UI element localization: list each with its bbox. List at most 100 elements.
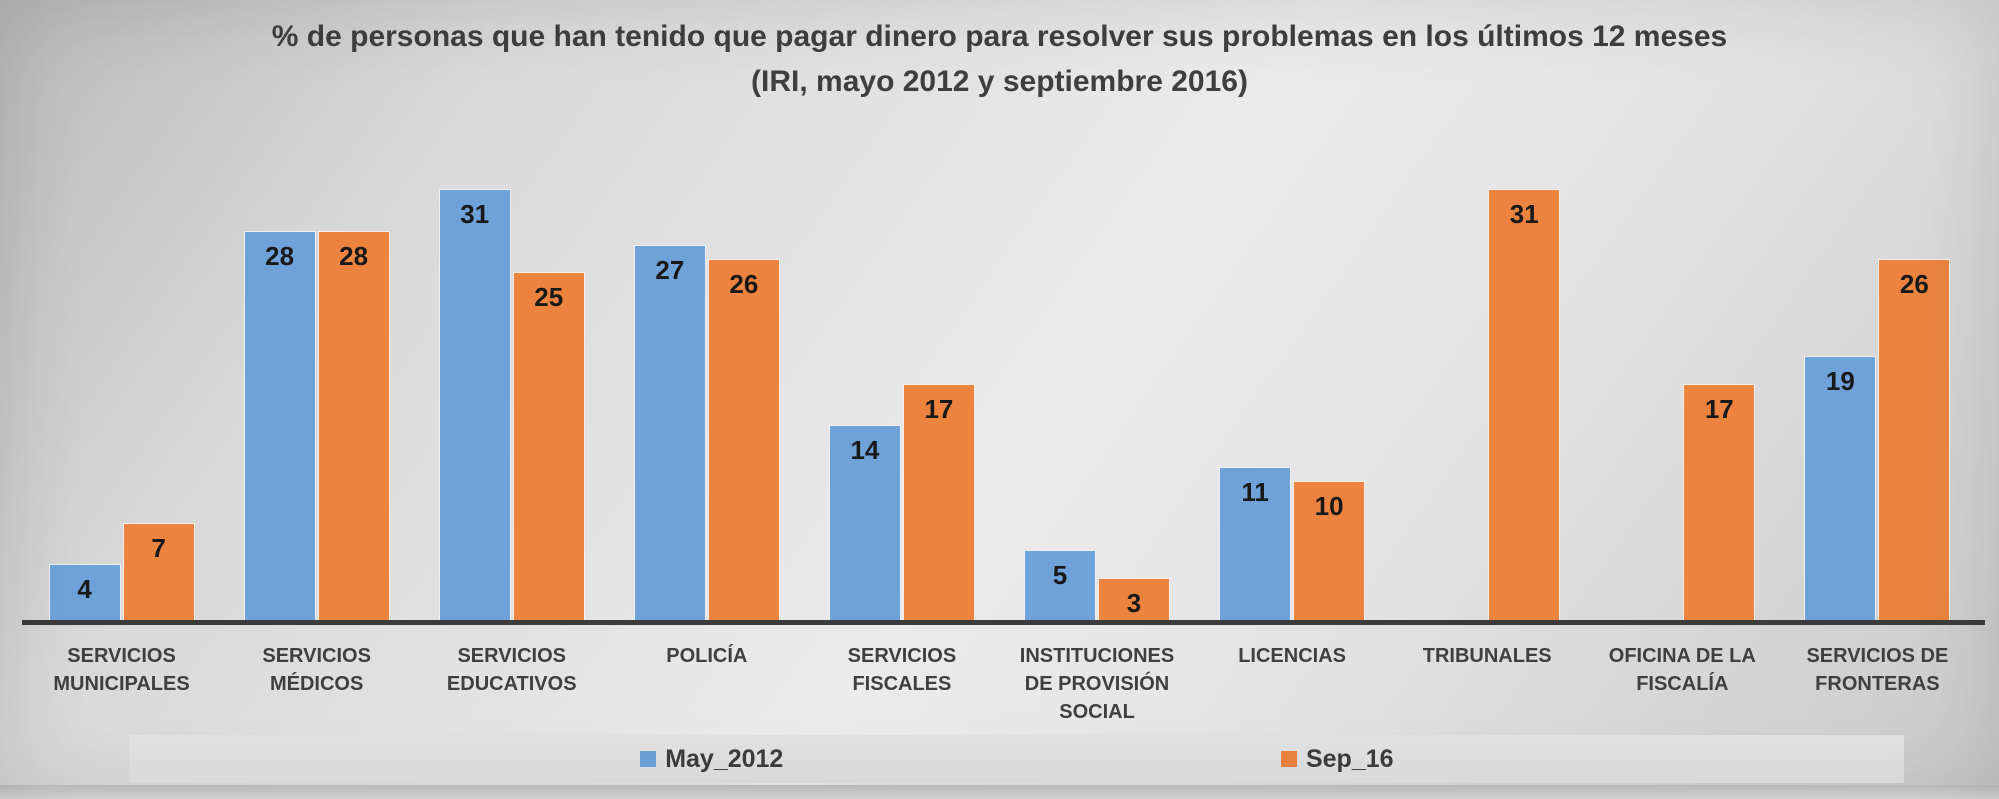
bar-may-2012: 14 (828, 425, 901, 620)
bar-sep-16: 25 (512, 272, 585, 620)
bar-value-label: 7 (151, 533, 166, 563)
category-label-text: OFICINA DE LA FISCALÍA (1608, 645, 1756, 695)
bar-pair: 28 28 (243, 231, 390, 620)
category-label-text: INSTITUCIONES DE PROVISIÓN SOCIAL (1019, 645, 1175, 723)
bar-may-2012: 31 (438, 189, 511, 620)
bar-sep-16: 26 (707, 259, 780, 620)
legend-label: May_2012 (665, 744, 784, 773)
category-label-text: SERVICIOS MUNICIPALES (53, 645, 190, 695)
bar-may-2012: 19 (1804, 356, 1877, 620)
category-labels: SERVICIOS MUNICIPALES SERVICIOS MÉDICOS SE… (24, 642, 1975, 726)
category-label: SERVICIOS FISCALES (804, 642, 999, 726)
bar-slot: 25 (512, 272, 585, 620)
bar-slot: 28 (317, 231, 390, 620)
category-column: 31 (1390, 160, 1585, 620)
bar-slot: 17 (1683, 384, 1756, 620)
category-label-text: POLICÍA (666, 645, 748, 667)
bar-pair: 31 (1414, 189, 1561, 620)
bar-sep-16: 26 (1878, 259, 1951, 620)
bar-may-2012: 4 (48, 564, 121, 620)
bar-may-2012: 28 (243, 231, 316, 620)
bar-slot: 11 (1219, 467, 1292, 620)
category-label-text: TRIBUNALES (1422, 645, 1552, 667)
category-label-text: SERVICIOS FISCALES (847, 645, 957, 695)
bar-may-2012: 27 (633, 245, 706, 620)
bar-slot: 31 (438, 189, 511, 620)
legend-entry-sep-16: Sep_16 (1280, 735, 1394, 783)
bar-slot: 10 (1293, 481, 1366, 620)
bar-pair: 17 (1609, 384, 1756, 620)
bar-value-label: 19 (1825, 366, 1855, 396)
bar-slot: 7 (122, 523, 195, 620)
category-column: 27 26 (609, 160, 804, 620)
bar-slot: 4 (48, 564, 121, 620)
bar-pair: 11 10 (1219, 467, 1366, 620)
bottom-edge-strip (0, 785, 1999, 799)
bar-pair: 27 26 (633, 245, 780, 620)
bar-sep-16: 3 (1098, 578, 1171, 620)
bar-slot: 5 (1024, 550, 1097, 620)
bar-value-label: 14 (850, 435, 880, 465)
category-column: 14 17 (804, 160, 999, 620)
category-column: 19 26 (1780, 160, 1975, 620)
bar-sep-16: 10 (1293, 481, 1366, 620)
bar-sep-16: 28 (317, 231, 390, 620)
legend-label: Sep_16 (1305, 744, 1394, 773)
bar-sep-16: 7 (122, 523, 195, 620)
bar-may-2012: 11 (1219, 467, 1292, 620)
category-label-text: LICENCIAS (1238, 645, 1346, 667)
plot-area: 4 7 28 28 31 25 27 26 14 17 5 3 11 10 31 17 19 26 (24, 160, 1975, 620)
bar-value-label: 25 (534, 282, 564, 312)
category-label: LICENCIAS (1195, 642, 1390, 726)
bar-slot: 3 (1098, 578, 1171, 620)
category-label: SERVICIOS MUNICIPALES (24, 642, 219, 726)
legend-marker-icon (1280, 751, 1297, 767)
bar-sep-16: 17 (1683, 384, 1756, 620)
bar-slot: 31 (1488, 189, 1561, 620)
chart-title-line2: (IRI, mayo 2012 y septiembre 2016) (751, 65, 1248, 98)
category-label: TRIBUNALES (1390, 642, 1585, 726)
category-label: SERVICIOS EDUCATIVOS (414, 642, 609, 726)
category-label: POLICÍA (609, 642, 804, 726)
x-axis-line (22, 620, 1985, 625)
bar-value-label: 3 (1126, 588, 1142, 618)
bar-value-label: 17 (1704, 394, 1734, 424)
bar-pair: 14 17 (828, 384, 975, 620)
bar-value-label: 5 (1052, 560, 1068, 590)
bar-may-2012: 5 (1024, 550, 1097, 620)
category-label: INSTITUCIONES DE PROVISIÓN SOCIAL (999, 642, 1194, 726)
bar-sep-16: 17 (902, 384, 975, 620)
legend: May_2012 Sep_16 (129, 735, 1904, 783)
bar-value-label: 26 (729, 269, 759, 299)
category-column: 31 25 (414, 160, 609, 620)
category-column: 28 28 (219, 160, 414, 620)
bar-value-label: 31 (460, 199, 490, 229)
bar-value-label: 4 (77, 574, 92, 604)
bar-slot: 26 (1878, 259, 1951, 620)
category-column: 11 10 (1195, 160, 1390, 620)
bar-value-label: 10 (1314, 491, 1344, 521)
bar-value-label: 27 (655, 255, 685, 285)
category-label: SERVICIOS MÉDICOS (219, 642, 414, 726)
category-column: 17 (1585, 160, 1780, 620)
chart-title-line1: % de personas que han tenido que pagar d… (271, 20, 1728, 53)
bar-value-label: 26 (1899, 269, 1929, 299)
bar-slot: 17 (902, 384, 975, 620)
chart-title: % de personas que han tenido que pagar d… (0, 14, 1999, 104)
bar-slot: 27 (633, 245, 706, 620)
bar-slot: 26 (707, 259, 780, 620)
bar-value-label: 11 (1241, 477, 1269, 507)
bar-value-label: 31 (1509, 199, 1539, 229)
legend-marker-icon (640, 751, 657, 767)
bar-slot: 28 (243, 231, 316, 620)
bar-value-label: 17 (924, 394, 954, 424)
bar-sep-16: 31 (1488, 189, 1561, 620)
category-label-text: SERVICIOS EDUCATIVOS (446, 645, 577, 695)
bar-slot: 19 (1804, 356, 1877, 620)
category-label: SERVICIOS DE FRONTERAS (1780, 642, 1975, 726)
